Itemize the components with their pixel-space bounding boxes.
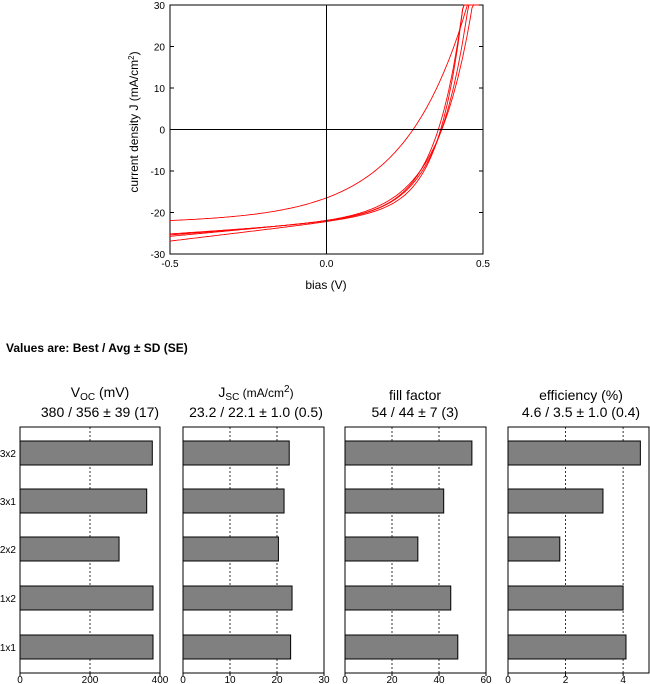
bar-x-tick-label: 0 xyxy=(17,675,23,684)
voc-title-main: V xyxy=(71,384,81,400)
category-label: 1x2 xyxy=(0,594,16,605)
bar-x-tick-label: 0 xyxy=(342,675,348,684)
jsc-title: JSC (mA/cm2) xyxy=(218,384,293,403)
jsc-title-sub: SC xyxy=(225,392,239,403)
eff-summary: 4.6 / 3.5 ± 1.0 (0.4) xyxy=(522,404,640,420)
jv-y-tick-label: 30 xyxy=(154,1,166,12)
voc-title-sub: OC xyxy=(80,392,95,403)
bar-x-tick-label: 4 xyxy=(620,675,626,684)
jv-x-tick-label: -0.5 xyxy=(161,259,179,270)
bar-x-tick-label: 200 xyxy=(82,675,99,684)
bar-1x1 xyxy=(182,634,292,660)
eff-title: efficiency (%) xyxy=(539,387,623,403)
bar-3x2 xyxy=(19,440,153,466)
bar-x-tick-label: 20 xyxy=(386,675,398,684)
category-label: 3x2 xyxy=(0,449,16,460)
bar-2x2 xyxy=(182,536,279,562)
jv-x-axis-label: bias (V) xyxy=(305,278,346,292)
bar-3x1 xyxy=(344,488,445,514)
jv-x-tick-label: 0.0 xyxy=(320,259,334,270)
jsc-title-unit-sup: 2 xyxy=(284,384,290,395)
jv-y-tick-label: 10 xyxy=(154,84,166,95)
bar-1x2 xyxy=(182,585,293,611)
jv-y-tick-label: 20 xyxy=(154,43,166,54)
bar-1x2 xyxy=(19,585,154,611)
jv-x-tick-label: 0.5 xyxy=(476,259,490,270)
ff-title: fill factor xyxy=(389,387,441,403)
jv-y-tick-label: -10 xyxy=(151,167,166,178)
bar-3x2 xyxy=(182,440,290,466)
jsc-title-unit-a: (mA/cm xyxy=(239,386,284,400)
category-label: 3x1 xyxy=(0,497,16,508)
bar-x-tick-label: 0 xyxy=(505,675,511,684)
bar-1x2 xyxy=(507,585,624,611)
bar-x-tick-label: 10 xyxy=(224,675,236,684)
bar-x-tick-label: 400 xyxy=(152,675,169,684)
bar-3x1 xyxy=(19,488,148,514)
bar-1x2 xyxy=(344,585,452,611)
bar-2x2 xyxy=(19,536,120,562)
category-label: 2x2 xyxy=(0,545,16,556)
jv-y-axis-label-superscript: 2 xyxy=(127,55,136,60)
jv-curve-chart: -0.5 0.0 0.5 -30 -20 -10 0 10 20 30 bias (V) curr… xyxy=(127,1,490,292)
bar-1x1 xyxy=(507,634,627,660)
bar-1x1 xyxy=(344,634,459,660)
summary-heading: Values are: Best / Avg ± SD (SE) xyxy=(6,341,188,355)
voc-bar-chart: 3x2 3x1 2x2 1x2 1x1 0 200 400 xyxy=(0,426,169,684)
bar-x-tick-label: 2 xyxy=(563,675,569,684)
bar-3x1 xyxy=(507,488,604,514)
bar-x-tick-label: 0 xyxy=(180,675,186,684)
bar-x-tick-label: 20 xyxy=(271,675,283,684)
bar-3x2 xyxy=(507,440,641,466)
bar-x-tick-label: 30 xyxy=(318,675,330,684)
bar-1x1 xyxy=(19,634,154,660)
jsc-summary: 23.2 / 22.1 ± 1.0 (0.5) xyxy=(189,404,323,420)
voc-summary: 380 / 356 ± 39 (17) xyxy=(41,404,159,420)
ff-summary: 54 / 44 ± 7 (3) xyxy=(371,404,458,420)
jsc-title-unit-b: ) xyxy=(290,386,294,400)
jv-y-axis-label-end: ) xyxy=(127,51,141,55)
bar-2x2 xyxy=(507,536,561,562)
jv-ticks: -0.5 0.0 0.5 -30 -20 -10 0 10 20 30 xyxy=(151,1,491,270)
bar-x-tick-label: 40 xyxy=(433,675,445,684)
jv-y-tick-label: -30 xyxy=(151,250,166,261)
voc-title: VOC (mV) xyxy=(71,384,130,403)
voc-title-unit: (mV) xyxy=(95,384,129,400)
fill-factor-bar-chart: 0 20 40 60 xyxy=(342,426,492,684)
jsc-bar-chart: 0 10 20 30 xyxy=(180,426,330,684)
bar-3x2 xyxy=(344,440,473,466)
jv-y-axis-label-main: current density J (mA/cm xyxy=(127,60,141,193)
bar-3x1 xyxy=(182,488,285,514)
bar-2x2 xyxy=(344,536,419,562)
jv-y-tick-label: -20 xyxy=(151,209,166,220)
jv-y-axis-label: current density J (mA/cm2) xyxy=(127,51,141,192)
jv-y-tick-label: 0 xyxy=(159,126,165,137)
efficiency-bar-chart: 0 2 4 xyxy=(505,426,650,684)
category-label: 1x1 xyxy=(0,643,16,654)
bar-x-tick-label: 60 xyxy=(480,675,492,684)
jsc-title-main: J xyxy=(218,384,225,400)
